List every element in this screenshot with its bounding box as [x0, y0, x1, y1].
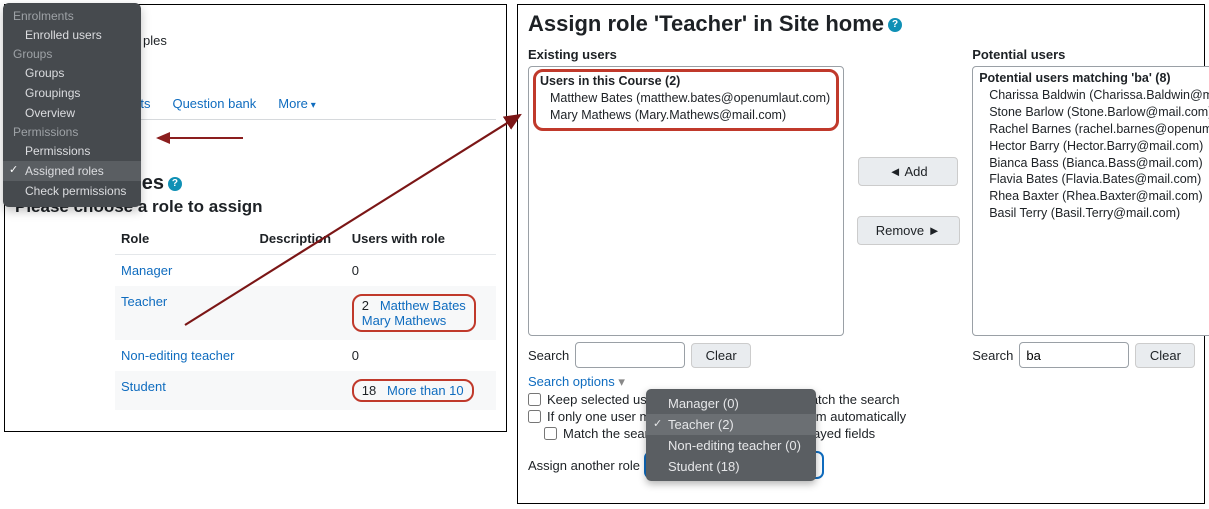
assign-another-label: Assign another role [528, 458, 640, 473]
highlight-box: Users in this Course (2) Matthew Bates (m… [533, 69, 839, 131]
context-menu-item[interactable]: Assigned roles [3, 161, 141, 181]
role-link[interactable]: Manager [121, 263, 172, 278]
left-panel: ples EnrolmentsEnrolled usersGroupsGroup… [4, 4, 507, 432]
table-header: Description [254, 223, 346, 255]
help-icon[interactable]: ? [888, 18, 902, 32]
role-dropdown-item[interactable]: Student (18) [646, 456, 816, 477]
truncated-text: ples [143, 33, 167, 48]
highlight-pill: 18 More than 10 [352, 379, 474, 402]
highlight-pill: 2 Matthew BatesMary Mathews [352, 294, 476, 332]
search-option-checkbox[interactable] [528, 393, 541, 406]
role-dropdown[interactable]: Manager (0)Teacher (2)Non-editing teache… [646, 389, 816, 481]
existing-users-label: Existing users [528, 47, 844, 62]
table-header: Role [115, 223, 254, 255]
users-with-role-cell: 18 More than 10 [346, 371, 496, 410]
potential-users-column: Potential users Potential users matching… [972, 47, 1209, 368]
user-link[interactable]: Matthew Bates [380, 298, 466, 313]
users-with-role-cell: 2 Matthew BatesMary Mathews [346, 286, 496, 340]
list-option[interactable]: Rhea Baxter (Rhea.Baxter@mail.com) [979, 188, 1209, 205]
list-option[interactable]: Stone Barlow (Stone.Barlow@mail.com) [979, 104, 1209, 121]
chevron-down-icon: ▾ [618, 374, 625, 389]
table-row: Manager 0 [115, 255, 496, 287]
table-row: Student 18 More than 10 [115, 371, 496, 410]
list-option[interactable]: Matthew Bates (matthew.bates@openumlaut.… [540, 90, 830, 107]
list-option[interactable]: Flavia Bates (Flavia.Bates@mail.com) [979, 171, 1209, 188]
remove-button[interactable]: Remove ► [857, 216, 960, 245]
potential-search-input[interactable] [1019, 342, 1129, 368]
search-option-row: Match the search text anywhere in the di… [544, 426, 1194, 441]
assign-title-text: Assign role 'Teacher' in Site home [528, 11, 884, 36]
search-option-row: Keep selected users, even if they no lon… [528, 392, 1194, 407]
existing-clear-button[interactable]: Clear [691, 343, 751, 368]
role-description [254, 286, 346, 340]
role-description [254, 255, 346, 287]
context-menu: EnrolmentsEnrolled usersGroupsGroupsGrou… [3, 3, 141, 207]
roles-table: RoleDescriptionUsers with role Manager0T… [115, 223, 496, 410]
role-description [254, 371, 346, 410]
context-menu-item[interactable]: Permissions [3, 141, 141, 161]
tab-more[interactable]: More ▾ [278, 96, 315, 119]
role-link[interactable]: Teacher [121, 294, 167, 309]
role-link[interactable]: Non-editing teacher [121, 348, 234, 363]
existing-search-input[interactable] [575, 342, 685, 368]
context-menu-item[interactable]: Groups [3, 63, 141, 83]
tab-question-bank[interactable]: Question bank [172, 96, 256, 119]
potential-users-label: Potential users [972, 47, 1209, 62]
search-option-checkbox[interactable] [544, 427, 557, 440]
role-description [254, 340, 346, 371]
context-menu-item[interactable]: Overview [3, 103, 141, 123]
search-label: Search [972, 348, 1013, 363]
existing-users-column: Existing users Users in this Course (2) M… [528, 47, 844, 368]
list-option[interactable]: Basil Terry (Basil.Terry@mail.com) [979, 205, 1209, 222]
search-options-block: Search options ▾ Keep selected users, ev… [528, 374, 1194, 441]
role-dropdown-item[interactable]: Manager (0) [646, 393, 816, 414]
list-option[interactable]: Hector Barry (Hector.Barry@mail.com) [979, 138, 1209, 155]
list-option[interactable]: Mary Mathews (Mary.Mathews@mail.com) [540, 107, 830, 124]
users-with-role-cell: 0 [346, 255, 496, 287]
add-button[interactable]: ◄ Add [858, 157, 958, 186]
chevron-down-icon: ▾ [308, 100, 316, 111]
context-menu-item[interactable]: Check permissions [3, 181, 141, 201]
search-options-toggle[interactable]: Search options ▾ [528, 374, 625, 389]
right-panel: Assign role 'Teacher' in Site home? Exis… [517, 4, 1205, 504]
table-header: Users with role [346, 223, 496, 255]
search-option-checkbox[interactable] [528, 410, 541, 423]
user-link[interactable]: Mary Mathews [362, 313, 447, 328]
role-dropdown-item[interactable]: Teacher (2) [646, 414, 816, 435]
user-link[interactable]: More than 10 [387, 383, 464, 398]
help-icon[interactable]: ? [168, 177, 182, 191]
annotation-arrow-icon [153, 123, 253, 153]
role-dropdown-item[interactable]: Non-editing teacher (0) [646, 435, 816, 456]
optgroup-label: Potential users matching 'ba' (8) [979, 71, 1209, 85]
context-menu-section-label: Groups [3, 45, 141, 63]
list-option[interactable]: Charissa Baldwin (Charissa.Baldwin@mail.… [979, 87, 1209, 104]
search-label: Search [528, 348, 569, 363]
context-menu-section-label: Permissions [3, 123, 141, 141]
assign-title: Assign role 'Teacher' in Site home? [528, 11, 1194, 37]
role-link[interactable]: Student [121, 379, 166, 394]
context-menu-item[interactable]: Enrolled users [3, 25, 141, 45]
list-option[interactable]: Bianca Bass (Bianca.Bass@mail.com) [979, 155, 1209, 172]
list-option[interactable]: Rachel Barnes (rachel.barnes@openumlaut.… [979, 121, 1209, 138]
table-row: Non-editing teacher 0 [115, 340, 496, 371]
table-row: Teacher 2 Matthew BatesMary Mathews [115, 286, 496, 340]
context-menu-section-label: Enrolments [3, 7, 141, 25]
context-menu-item[interactable]: Groupings [3, 83, 141, 103]
users-with-role-cell: 0 [346, 340, 496, 371]
optgroup-label: Users in this Course (2) [540, 74, 830, 88]
assign-another-row: Assign another role Manager (0)Teacher (… [528, 451, 1194, 479]
transfer-buttons: ◄ Add Remove ► [848, 47, 968, 245]
potential-clear-button[interactable]: Clear [1135, 343, 1195, 368]
potential-users-listbox[interactable]: Potential users matching 'ba' (8) Chariss… [972, 66, 1209, 336]
existing-users-listbox[interactable]: Users in this Course (2) Matthew Bates (m… [528, 66, 844, 336]
search-options-label: Search options [528, 374, 615, 389]
search-option-row: If only one user matches the search, sel… [528, 409, 1194, 424]
